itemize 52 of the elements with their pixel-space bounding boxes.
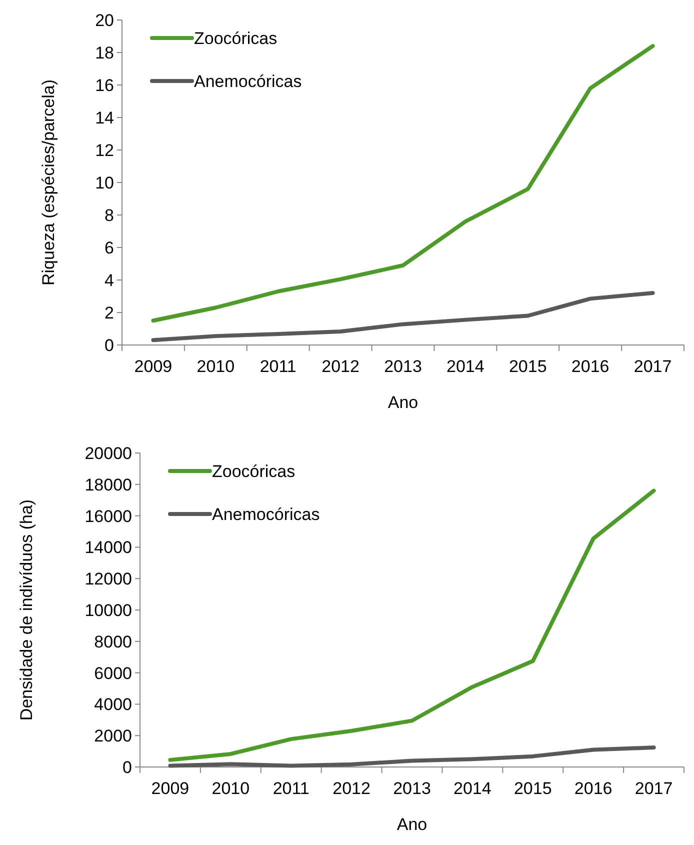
x-tick-label: 2012 bbox=[332, 779, 370, 798]
y-tick-label: 8 bbox=[104, 206, 114, 225]
x-tick-label: 2009 bbox=[134, 357, 172, 376]
line-series bbox=[151, 44, 655, 323]
x-tick-label: 2014 bbox=[446, 357, 484, 376]
legend-label: Anemocóricas bbox=[194, 72, 302, 91]
y-axis-title: Densidade de indivíduos (ha) bbox=[17, 499, 36, 721]
x-tick-label: 2015 bbox=[514, 779, 552, 798]
y-tick-label: 4000 bbox=[94, 695, 132, 714]
line-series bbox=[168, 488, 656, 762]
line-series bbox=[151, 291, 655, 342]
legend-label: Zoocóricas bbox=[212, 462, 296, 481]
y-tick-label: 10 bbox=[95, 173, 114, 192]
y-tick-label: 20 bbox=[95, 10, 114, 30]
y-tick-label: 18000 bbox=[84, 475, 132, 494]
y-tick-label: 6000 bbox=[94, 664, 132, 683]
y-tick-label: 12 bbox=[95, 140, 114, 160]
y-tick-label: 14 bbox=[95, 108, 114, 128]
y-tick-label: 16 bbox=[95, 76, 114, 95]
y-tick-label: 12000 bbox=[84, 570, 132, 589]
x-tick-label: 2015 bbox=[508, 357, 547, 376]
y-tick-label: 14000 bbox=[84, 538, 132, 558]
x-tick-label: 2010 bbox=[212, 779, 250, 798]
y-tick-label: 0 bbox=[104, 336, 114, 355]
line-series bbox=[168, 746, 656, 768]
x-tick-label: 2014 bbox=[454, 779, 492, 798]
y-axis-title: Riqueza (espécies/parcela) bbox=[39, 80, 58, 286]
y-tick-label: 0 bbox=[122, 758, 132, 777]
y-tick-label: 2 bbox=[104, 303, 114, 322]
y-tick-label: 4 bbox=[104, 270, 114, 290]
y-tick-label: 10000 bbox=[84, 600, 132, 620]
x-tick-label: 2009 bbox=[151, 779, 190, 798]
y-tick-label: 6 bbox=[104, 238, 114, 258]
x-tick-label: 2013 bbox=[384, 357, 422, 376]
y-tick-label: 18 bbox=[95, 43, 114, 62]
x-tick-label: 2011 bbox=[260, 357, 296, 376]
legend-label: Anemocóricas bbox=[212, 504, 320, 524]
x-tick-label: 2012 bbox=[322, 357, 360, 376]
x-axis-title: Ano bbox=[396, 815, 428, 834]
x-tick-label: 2017 bbox=[634, 779, 673, 798]
y-tick-label: 2000 bbox=[94, 726, 132, 746]
y-tick-label: 16000 bbox=[84, 506, 132, 526]
x-tick-label: 2016 bbox=[571, 357, 610, 376]
x-tick-label: 2010 bbox=[196, 357, 235, 376]
x-tick-label: 2011 bbox=[272, 779, 310, 798]
x-tick-label: 2013 bbox=[393, 779, 431, 798]
y-tick-label: 8000 bbox=[94, 632, 132, 652]
legend-label: Zoocóricas bbox=[194, 28, 278, 48]
x-tick-label: 2017 bbox=[634, 357, 672, 376]
y-tick-label: 20000 bbox=[84, 444, 132, 463]
x-axis-title: Ano bbox=[388, 393, 418, 412]
x-tick-label: 2016 bbox=[574, 779, 612, 798]
